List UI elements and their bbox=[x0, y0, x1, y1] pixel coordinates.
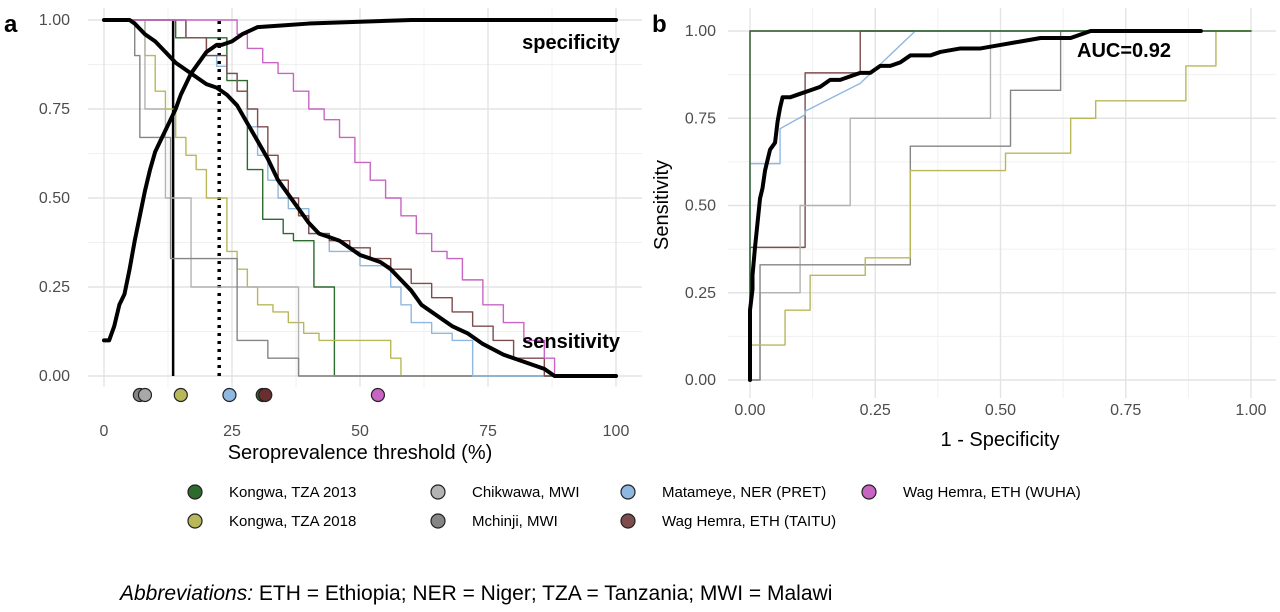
panel-a-xlabel: Seroprevalence threshold (%) bbox=[228, 442, 493, 464]
legend-label-kongwa-tza-2018: Kongwa, TZA 2018 bbox=[229, 513, 356, 530]
panel-a-letter: a bbox=[4, 11, 18, 38]
legend-marker-mchinji-mwi bbox=[430, 513, 446, 529]
panel-a-threshold-point-kongwa-tza-2018 bbox=[173, 387, 188, 403]
panel-a-threshold-point-wag-hemra-eth-taitu bbox=[258, 387, 273, 403]
panel-b-ytick-label: 0.25 bbox=[685, 285, 716, 302]
legend-marker-chikwawa-mwi bbox=[430, 484, 446, 500]
auc-annotation: AUC=0.92 bbox=[1077, 40, 1171, 62]
panel-a-xtick-label: 75 bbox=[479, 423, 497, 440]
sensitivity-annotation: sensitivity bbox=[522, 331, 621, 353]
panel-b-series-kongwa-tza-2018 bbox=[749, 30, 1252, 381]
panel-a-series-kongwa-tza-2013 bbox=[103, 19, 617, 377]
legend-label-chikwawa-mwi: Chikwawa, MWI bbox=[472, 484, 580, 501]
panel-a-series-matameye-ner-pret bbox=[103, 19, 617, 377]
panel-b-ytick-label: 0.00 bbox=[685, 372, 716, 389]
panel-a-xtick-label: 50 bbox=[351, 423, 369, 440]
panel-b-letter: b bbox=[652, 11, 667, 38]
specificity-annotation: specificity bbox=[522, 32, 621, 54]
legend-label-matameye-ner-pret: Matameye, NER (PRET) bbox=[662, 484, 826, 501]
legend-marker-matameye-ner-pret bbox=[620, 484, 636, 500]
panel-a-xtick-label: 100 bbox=[603, 423, 630, 440]
panel-a-xtick-label: 0 bbox=[100, 423, 109, 440]
panel-a-series-wag-hemra-eth-taitu bbox=[103, 19, 617, 377]
panel-b-series-matameye-ner-pret bbox=[749, 30, 1252, 381]
panel-b-series-mchinji-mwi bbox=[749, 30, 1252, 381]
panel-a-ytick-label: 0.50 bbox=[39, 190, 70, 207]
panel-b-plot: 0.00 0.25 0.50 0.75 1.00 0.00 0.25 0.50 0.75 1.00 bbox=[685, 8, 1276, 419]
panel-b-xtick-label: 0.50 bbox=[985, 402, 1016, 419]
panel-a-series-mchinji-mwi bbox=[103, 19, 617, 377]
abbreviations-text: ETH = Ethiopia; NER = Niger; TZA = Tanza… bbox=[253, 582, 833, 605]
panel-a-series-kongwa-tza-2018 bbox=[103, 19, 617, 377]
panel-b-xtick-label: 0.00 bbox=[734, 402, 765, 419]
panel-a-ytick-label: 0.25 bbox=[39, 279, 70, 296]
panel-b-ytick-label: 0.75 bbox=[685, 110, 716, 127]
panel-a-threshold-point-matameye-ner-pret bbox=[222, 387, 237, 403]
panel-a-plot: 0 25 50 75 100 0.00 0.25 0.50 0.75 1.00 bbox=[39, 8, 642, 440]
panel-a-ytick-label: 1.00 bbox=[39, 12, 70, 29]
legend-marker-wag-hemra-eth-taitu bbox=[620, 513, 636, 529]
panel-b-ylabel: Sensitivity bbox=[651, 160, 673, 250]
legend-label-kongwa-tza-2013: Kongwa, TZA 2013 bbox=[229, 484, 356, 501]
abbreviations-note: Abbreviations: ETH = Ethiopia; NER = Nig… bbox=[120, 582, 832, 606]
panel-a-series-sensitivity bbox=[102, 18, 618, 378]
legend-marker-wag-hemra-eth-wuha bbox=[861, 484, 877, 500]
legend-marker-kongwa-tza-2013 bbox=[187, 484, 203, 500]
panel-b-xtick-label: 1.00 bbox=[1235, 402, 1266, 419]
panel-a-ytick-label: 0.00 bbox=[39, 368, 70, 385]
panel-b-ytick-label: 1.00 bbox=[685, 23, 716, 40]
panel-b-ytick-label: 0.50 bbox=[685, 198, 716, 215]
panel-b-xtick-label: 0.25 bbox=[860, 402, 891, 419]
panel-a-xtick-label: 25 bbox=[223, 423, 241, 440]
panel-a-series-specificity bbox=[102, 18, 618, 343]
panel-b-xtick-label: 0.75 bbox=[1110, 402, 1141, 419]
panel-a-threshold-point-chikwawa-mwi bbox=[137, 387, 153, 403]
legend-label-mchinji-mwi: Mchinji, MWI bbox=[472, 513, 558, 530]
panel-a-ytick-label: 0.75 bbox=[39, 101, 70, 118]
abbreviations-lead: Abbreviations: bbox=[120, 582, 254, 605]
legend-label-wag-hemra-eth-wuha: Wag Hemra, ETH (WUHA) bbox=[903, 484, 1081, 501]
legend-marker-kongwa-tza-2018 bbox=[187, 513, 203, 529]
panel-b-series-kongwa-tza-2013 bbox=[749, 30, 1252, 381]
panel-b-series-wag-hemra-eth-taitu bbox=[749, 30, 1252, 381]
panel-a-series-wag-hemra-eth-wuha bbox=[103, 19, 617, 377]
panel-a-threshold-point-wag-hemra-eth-wuha bbox=[370, 387, 386, 403]
legend-label-wag-hemra-eth-taitu: Wag Hemra, ETH (TAITU) bbox=[662, 513, 836, 530]
panel-b-xlabel: 1 - Specificity bbox=[941, 429, 1060, 451]
legend: Kongwa, TZA 2013 Chikwawa, MWI Matameye, N… bbox=[187, 484, 1081, 530]
panel-a-series-chikwawa-mwi bbox=[103, 19, 617, 377]
panel-b-series-overall bbox=[748, 29, 1203, 382]
